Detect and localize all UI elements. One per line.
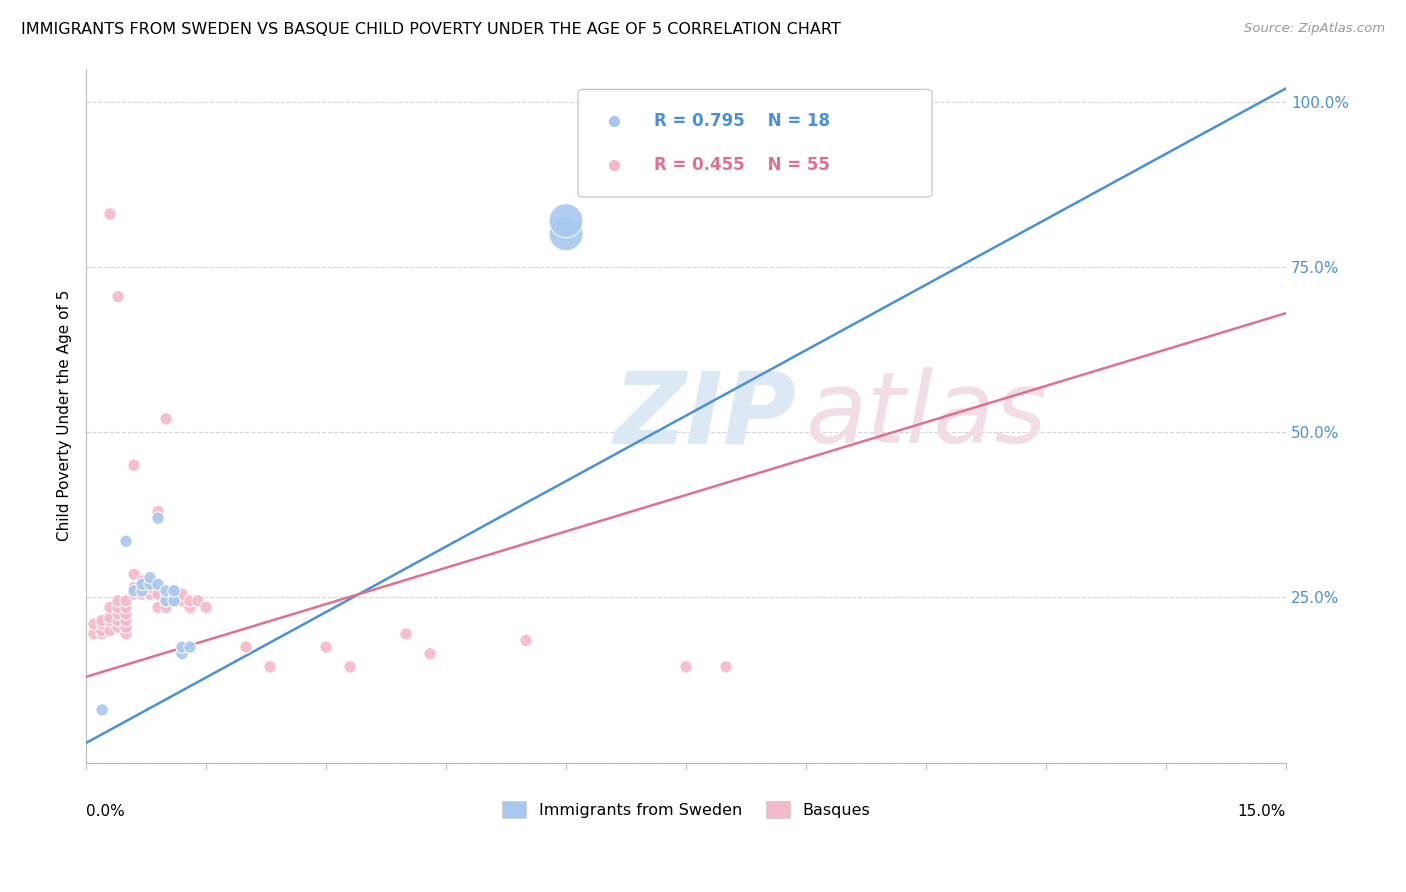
Point xyxy=(259,660,281,674)
Point xyxy=(155,412,177,426)
Text: 15.0%: 15.0% xyxy=(1237,805,1286,820)
Point xyxy=(187,594,209,608)
Point xyxy=(115,594,138,608)
Point xyxy=(91,616,114,631)
Point xyxy=(122,567,145,582)
Point xyxy=(155,600,177,615)
Point xyxy=(179,640,201,654)
Point xyxy=(170,647,193,661)
Point xyxy=(315,640,337,654)
Point xyxy=(146,577,169,591)
Point xyxy=(122,587,145,601)
Point xyxy=(235,640,257,654)
Point xyxy=(83,616,105,631)
Point xyxy=(139,581,162,595)
Point xyxy=(122,583,145,598)
Point xyxy=(163,583,186,598)
Point xyxy=(98,600,121,615)
Point xyxy=(146,600,169,615)
Point xyxy=(163,594,186,608)
Point xyxy=(555,213,578,227)
Point xyxy=(395,627,418,641)
Point xyxy=(139,577,162,591)
Point xyxy=(515,633,537,648)
Point xyxy=(91,614,114,628)
FancyBboxPatch shape xyxy=(578,89,932,197)
Point xyxy=(146,587,169,601)
Point xyxy=(107,614,129,628)
Point xyxy=(115,600,138,615)
Point xyxy=(131,574,153,588)
Point xyxy=(675,660,697,674)
Text: IMMIGRANTS FROM SWEDEN VS BASQUE CHILD POVERTY UNDER THE AGE OF 5 CORRELATION CH: IMMIGRANTS FROM SWEDEN VS BASQUE CHILD P… xyxy=(21,22,841,37)
Point xyxy=(131,577,153,591)
Point xyxy=(107,600,129,615)
Point xyxy=(163,583,186,598)
Point xyxy=(115,627,138,641)
Point xyxy=(146,511,169,525)
Text: R = 0.455    N = 55: R = 0.455 N = 55 xyxy=(654,156,830,174)
Point xyxy=(170,594,193,608)
Point xyxy=(91,703,114,717)
Point xyxy=(107,594,129,608)
Point xyxy=(98,610,121,624)
Point xyxy=(98,207,121,221)
Text: atlas: atlas xyxy=(806,368,1047,464)
Text: R = 0.795    N = 18: R = 0.795 N = 18 xyxy=(654,112,830,130)
Point xyxy=(555,227,578,241)
Text: ZIP: ZIP xyxy=(614,368,797,464)
Point xyxy=(98,614,121,628)
Point xyxy=(107,620,129,634)
Text: 0.0%: 0.0% xyxy=(86,805,125,820)
Point xyxy=(179,600,201,615)
Point xyxy=(115,620,138,634)
Point xyxy=(155,594,177,608)
Point xyxy=(170,640,193,654)
Point xyxy=(179,594,201,608)
Point xyxy=(115,614,138,628)
Point xyxy=(155,583,177,598)
Legend: Immigrants from Sweden, Basques: Immigrants from Sweden, Basques xyxy=(495,795,876,824)
Point xyxy=(146,504,169,518)
Point xyxy=(131,581,153,595)
Point xyxy=(131,587,153,601)
Text: Source: ZipAtlas.com: Source: ZipAtlas.com xyxy=(1244,22,1385,36)
Point xyxy=(163,594,186,608)
Point xyxy=(714,660,737,674)
Point xyxy=(131,583,153,598)
Point xyxy=(139,571,162,585)
Point xyxy=(115,607,138,621)
Point xyxy=(91,624,114,638)
Point xyxy=(155,594,177,608)
Point xyxy=(98,624,121,638)
Point xyxy=(122,458,145,473)
Point xyxy=(419,647,441,661)
Point xyxy=(122,581,145,595)
Point xyxy=(83,627,105,641)
Point xyxy=(91,627,114,641)
Point xyxy=(139,587,162,601)
Point xyxy=(107,290,129,304)
Point xyxy=(107,607,129,621)
Point xyxy=(195,600,218,615)
Point xyxy=(170,587,193,601)
Point xyxy=(115,534,138,549)
Point xyxy=(339,660,361,674)
Y-axis label: Child Poverty Under the Age of 5: Child Poverty Under the Age of 5 xyxy=(58,290,72,541)
